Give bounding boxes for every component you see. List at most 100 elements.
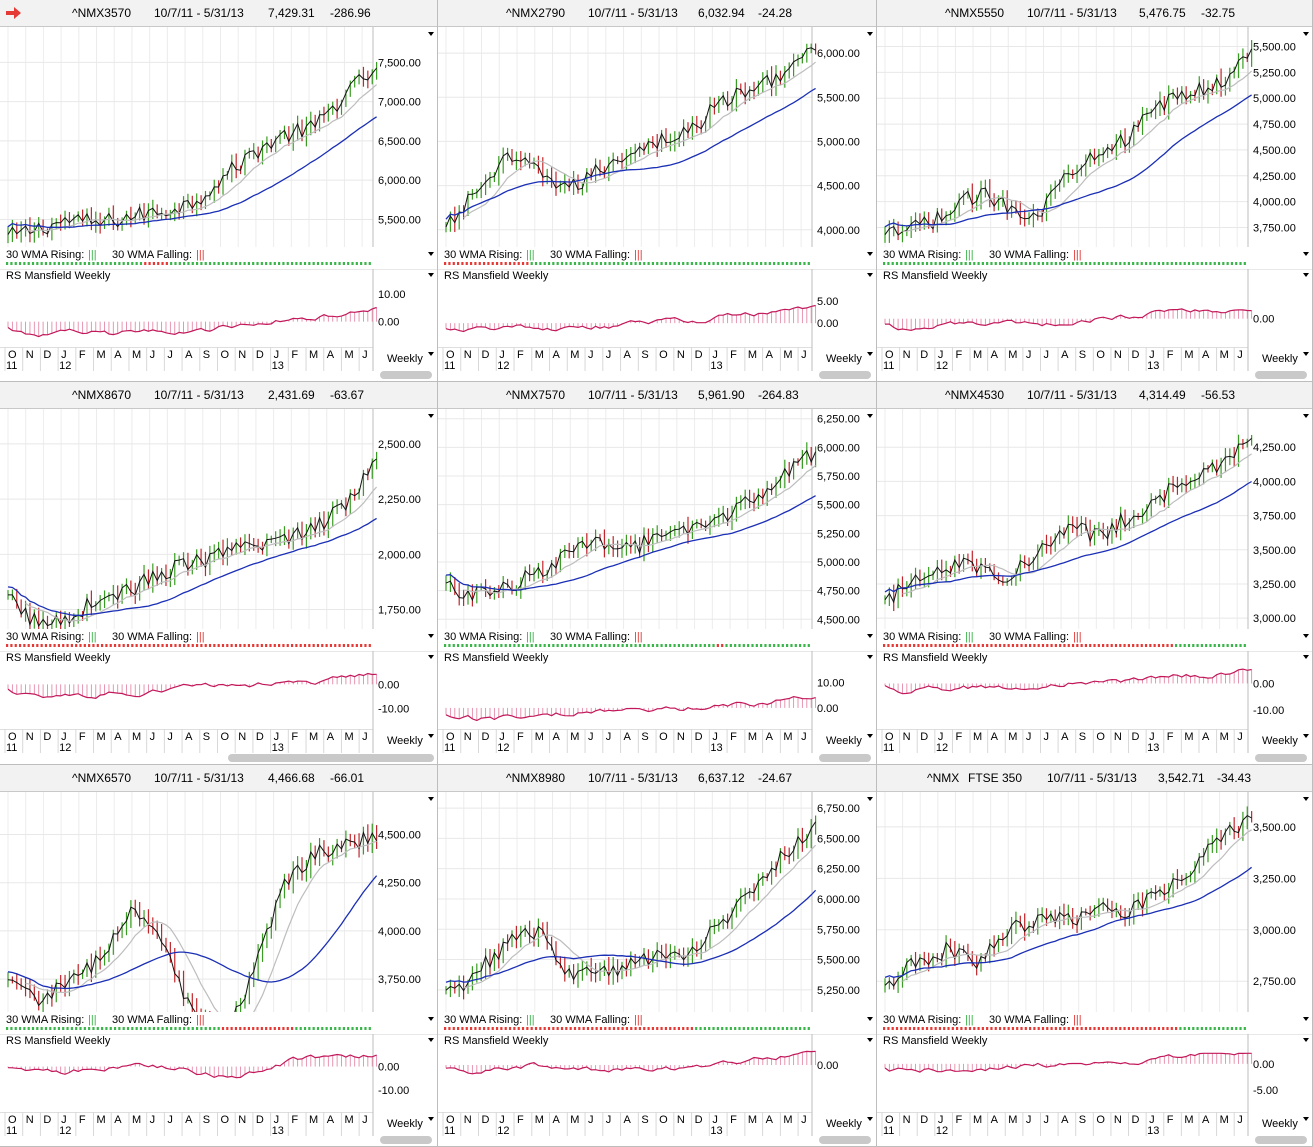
- timeframe-menu-icon[interactable]: [1303, 734, 1309, 738]
- chart-panel[interactable]: ^NMX4530 10/7/11 - 5/31/13 4,314.49 -56.53 4…: [877, 382, 1313, 765]
- price-chart[interactable]: 6,250.00 6,000.00 5,750.00 5,500.00 5,250.00…: [438, 409, 877, 629]
- horizontal-scrollbar[interactable]: [380, 1136, 432, 1144]
- pane-menu-icon[interactable]: [1303, 252, 1309, 256]
- wma-dot: [938, 262, 942, 265]
- price-chart[interactable]: 6,000.00 5,500.00 5,000.00 4,500.00 4,000.00: [438, 27, 877, 247]
- rs-chart[interactable]: 0.00 -10.00: [0, 1034, 438, 1112]
- wma-dot: [312, 262, 315, 265]
- horizontal-scrollbar[interactable]: [819, 754, 871, 762]
- price-chart[interactable]: 4,250.00 4,000.00 3,750.00 3,500.00 3,250.00…: [877, 409, 1313, 629]
- rs-chart[interactable]: 10.00 0.00: [438, 651, 877, 729]
- rs-chart[interactable]: 0.00 -10.00: [0, 651, 438, 729]
- pane-menu-icon[interactable]: [867, 273, 873, 277]
- red-arrow-icon[interactable]: [6, 7, 22, 19]
- price-chart[interactable]: 2,500.00 2,250.00 2,000.00 1,750.00: [0, 409, 438, 629]
- pane-menu-icon[interactable]: [428, 634, 434, 638]
- pane-menu-icon[interactable]: [1303, 634, 1309, 638]
- pane-menu-icon[interactable]: [428, 1017, 434, 1021]
- header-symbol: ^NMX: [927, 771, 960, 785]
- horizontal-scrollbar[interactable]: [380, 371, 432, 379]
- timeframe-selector[interactable]: Weekly: [387, 735, 423, 747]
- rs-chart[interactable]: 10.00 0.00: [0, 269, 438, 347]
- month-tick-label: M: [973, 349, 982, 361]
- pane-menu-icon[interactable]: [428, 797, 434, 801]
- pane-menu-icon[interactable]: [867, 414, 873, 418]
- chart-panel[interactable]: ^NMX2790 10/7/11 - 5/31/13 6,032.94 -24.28 6…: [438, 0, 877, 382]
- wma-dot: [1196, 644, 1199, 647]
- chart-panel[interactable]: ^NMX FTSE 350 10/7/11 - 5/31/13 3,542.71 -34…: [877, 765, 1313, 1147]
- timeframe-selector[interactable]: Weekly: [1262, 1118, 1298, 1130]
- chart-panel[interactable]: ^NMX8670 10/7/11 - 5/31/13 2,431.69 -63.67 2…: [0, 382, 438, 765]
- timeframe-selector[interactable]: Weekly: [387, 353, 423, 365]
- horizontal-scrollbar[interactable]: [1255, 371, 1307, 379]
- timeframe-menu-icon[interactable]: [867, 734, 873, 738]
- price-chart[interactable]: 5,500.00 5,250.00 5,000.00 4,750.00 4,500.00…: [877, 27, 1313, 247]
- wma-dot: [66, 1027, 69, 1030]
- price-tick-label: 1,750.00: [378, 605, 421, 617]
- pane-menu-icon[interactable]: [1303, 273, 1309, 277]
- pane-menu-icon[interactable]: [428, 252, 434, 256]
- price-chart[interactable]: 6,750.00 6,500.00 6,250.00 6,000.00 5,750.00…: [438, 792, 877, 1012]
- pane-menu-icon[interactable]: [1303, 414, 1309, 418]
- pane-menu-icon[interactable]: [867, 1038, 873, 1042]
- horizontal-scrollbar[interactable]: [1255, 754, 1307, 762]
- pane-menu-icon[interactable]: [428, 414, 434, 418]
- pane-menu-icon[interactable]: [1303, 797, 1309, 801]
- timeframe-selector[interactable]: Weekly: [387, 1118, 423, 1130]
- timeframe-menu-icon[interactable]: [867, 1117, 873, 1121]
- price-chart[interactable]: 3,500.00 3,250.00 3,000.00 2,750.00: [877, 792, 1313, 1012]
- pane-menu-icon[interactable]: [867, 634, 873, 638]
- ma-30-line: [884, 94, 1252, 228]
- rs-chart[interactable]: 0.00: [438, 1034, 877, 1112]
- wma-dot: [1183, 644, 1186, 647]
- chart-panel[interactable]: ^NMX5550 10/7/11 - 5/31/13 5,476.75 -32.75 5…: [877, 0, 1313, 382]
- timeframe-selector[interactable]: Weekly: [1262, 735, 1298, 747]
- horizontal-scrollbar[interactable]: [819, 371, 871, 379]
- timeframe-selector[interactable]: Weekly: [826, 353, 862, 365]
- rs-chart[interactable]: 0.00: [877, 269, 1313, 347]
- header-symbol: ^NMX2790: [506, 6, 565, 20]
- pane-menu-icon[interactable]: [1303, 32, 1309, 36]
- pane-menu-icon[interactable]: [1303, 1017, 1309, 1021]
- timeframe-selector[interactable]: Weekly: [826, 1118, 862, 1130]
- pane-menu-icon[interactable]: [867, 32, 873, 36]
- pane-menu-icon[interactable]: [867, 252, 873, 256]
- pane-menu-icon[interactable]: [1303, 1038, 1309, 1042]
- pane-menu-icon[interactable]: [867, 655, 873, 659]
- wma-dot: [794, 1027, 797, 1030]
- horizontal-scrollbar[interactable]: [1255, 1136, 1307, 1144]
- chart-panel[interactable]: ^NMX7570 10/7/11 - 5/31/13 5,961.90 -264.83…: [438, 382, 877, 765]
- timeframe-menu-icon[interactable]: [1303, 1117, 1309, 1121]
- timeframe-menu-icon[interactable]: [428, 1117, 434, 1121]
- horizontal-scrollbar[interactable]: [819, 1136, 871, 1144]
- timeframe-menu-icon[interactable]: [1303, 352, 1309, 356]
- rs-chart[interactable]: 0.00 -10.00: [877, 651, 1313, 729]
- pane-menu-icon[interactable]: [428, 273, 434, 277]
- timeframe-selector[interactable]: Weekly: [1262, 353, 1298, 365]
- pane-menu-icon[interactable]: [428, 1038, 434, 1042]
- wma-dot: [1054, 1027, 1057, 1030]
- chart-panel[interactable]: ^NMX8980 10/7/11 - 5/31/13 6,637.12 -24.67 6…: [438, 765, 877, 1147]
- timeframe-selector[interactable]: Weekly: [826, 735, 862, 747]
- chart-panel[interactable]: ^NMX6570 10/7/11 - 5/31/13 4,466.68 -66.01 4…: [0, 765, 438, 1147]
- timeframe-menu-icon[interactable]: [428, 734, 434, 738]
- header-period: 10/7/11 - 5/31/13: [588, 771, 678, 785]
- pane-menu-icon[interactable]: [867, 1017, 873, 1021]
- wma-dot: [560, 644, 564, 647]
- timeframe-menu-icon[interactable]: [428, 352, 434, 356]
- price-chart[interactable]: 7,500.00 7,000.00 6,500.00 6,000.00 5,500.00: [0, 27, 438, 247]
- chart-panel[interactable]: ^NMX3570 10/7/11 - 5/31/13 7,429.31 -286.96…: [0, 0, 438, 382]
- month-tick-label: D: [920, 1114, 928, 1126]
- timeframe-menu-icon[interactable]: [867, 352, 873, 356]
- pane-menu-icon[interactable]: [867, 797, 873, 801]
- pane-menu-icon[interactable]: [1303, 655, 1309, 659]
- pane-menu-icon[interactable]: [428, 655, 434, 659]
- wma-dot: [1110, 644, 1113, 647]
- month-tick-label: N: [26, 1114, 34, 1126]
- price-chart[interactable]: 4,500.00 4,250.00 4,000.00 3,750.00: [0, 792, 438, 1012]
- pane-menu-icon[interactable]: [428, 32, 434, 36]
- horizontal-scrollbar[interactable]: [228, 754, 434, 762]
- wma-dot: [338, 644, 341, 647]
- rs-chart[interactable]: 0.00 -5.00: [877, 1034, 1313, 1112]
- rs-chart[interactable]: 5.00 0.00: [438, 269, 877, 347]
